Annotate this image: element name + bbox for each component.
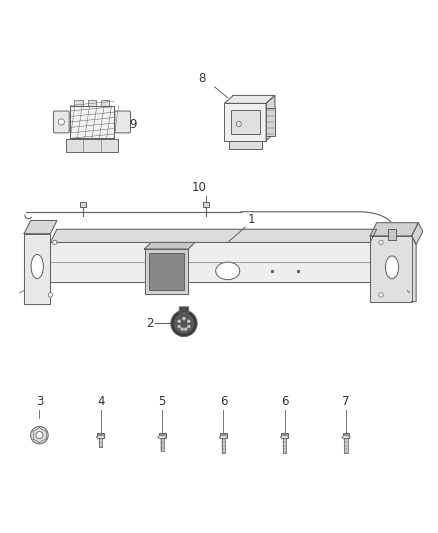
Circle shape [183, 318, 185, 320]
Ellipse shape [158, 435, 166, 439]
Circle shape [379, 240, 383, 245]
Polygon shape [344, 438, 348, 453]
Text: 6: 6 [281, 394, 289, 408]
Polygon shape [370, 223, 418, 236]
FancyBboxPatch shape [115, 111, 131, 133]
Text: 1: 1 [247, 213, 255, 226]
Text: 6: 6 [219, 394, 227, 408]
Polygon shape [24, 233, 50, 304]
Bar [74, 100, 83, 106]
Text: 3: 3 [36, 394, 43, 408]
Circle shape [379, 293, 383, 297]
Polygon shape [283, 438, 286, 453]
Ellipse shape [219, 435, 228, 439]
Circle shape [184, 328, 187, 330]
Circle shape [53, 240, 57, 245]
Polygon shape [222, 438, 225, 453]
Bar [266, 108, 275, 136]
Polygon shape [225, 95, 275, 103]
Polygon shape [266, 95, 275, 141]
FancyBboxPatch shape [53, 111, 69, 133]
Polygon shape [370, 236, 412, 302]
Circle shape [178, 326, 180, 328]
Text: 9: 9 [129, 118, 137, 131]
Bar [80, 202, 86, 207]
Bar [101, 100, 110, 106]
Ellipse shape [31, 254, 43, 279]
Polygon shape [24, 221, 57, 233]
Bar [88, 100, 96, 106]
Bar [70, 106, 114, 139]
Text: 4: 4 [97, 394, 105, 408]
Polygon shape [99, 438, 102, 447]
Bar [70, 106, 114, 139]
Text: 7: 7 [342, 394, 350, 408]
Polygon shape [412, 236, 416, 302]
Circle shape [187, 326, 190, 328]
FancyBboxPatch shape [281, 433, 288, 438]
Circle shape [36, 432, 43, 439]
Ellipse shape [96, 435, 105, 439]
Text: 5: 5 [159, 394, 166, 408]
FancyBboxPatch shape [97, 433, 104, 438]
Text: 10: 10 [192, 181, 207, 194]
Circle shape [171, 310, 197, 336]
Polygon shape [145, 249, 188, 294]
Ellipse shape [280, 435, 289, 439]
Polygon shape [412, 223, 423, 245]
FancyBboxPatch shape [343, 433, 350, 438]
Bar [229, 141, 262, 149]
Circle shape [174, 314, 194, 333]
Bar [149, 253, 184, 290]
Circle shape [187, 320, 190, 322]
Bar [388, 229, 396, 240]
Circle shape [181, 328, 183, 330]
Text: 2: 2 [146, 317, 153, 330]
Polygon shape [145, 243, 195, 249]
Polygon shape [160, 438, 163, 451]
Bar [231, 110, 259, 134]
Bar [66, 139, 118, 151]
Circle shape [178, 320, 180, 322]
Ellipse shape [342, 435, 350, 439]
Ellipse shape [385, 256, 399, 279]
Polygon shape [50, 229, 377, 243]
Text: 8: 8 [198, 72, 206, 85]
Circle shape [48, 293, 53, 297]
Circle shape [58, 119, 64, 125]
Ellipse shape [216, 262, 240, 280]
Circle shape [31, 426, 48, 444]
FancyBboxPatch shape [179, 307, 189, 313]
FancyBboxPatch shape [220, 433, 227, 438]
Bar [203, 202, 209, 207]
FancyBboxPatch shape [159, 433, 166, 438]
Polygon shape [50, 243, 370, 282]
Bar [225, 103, 266, 141]
